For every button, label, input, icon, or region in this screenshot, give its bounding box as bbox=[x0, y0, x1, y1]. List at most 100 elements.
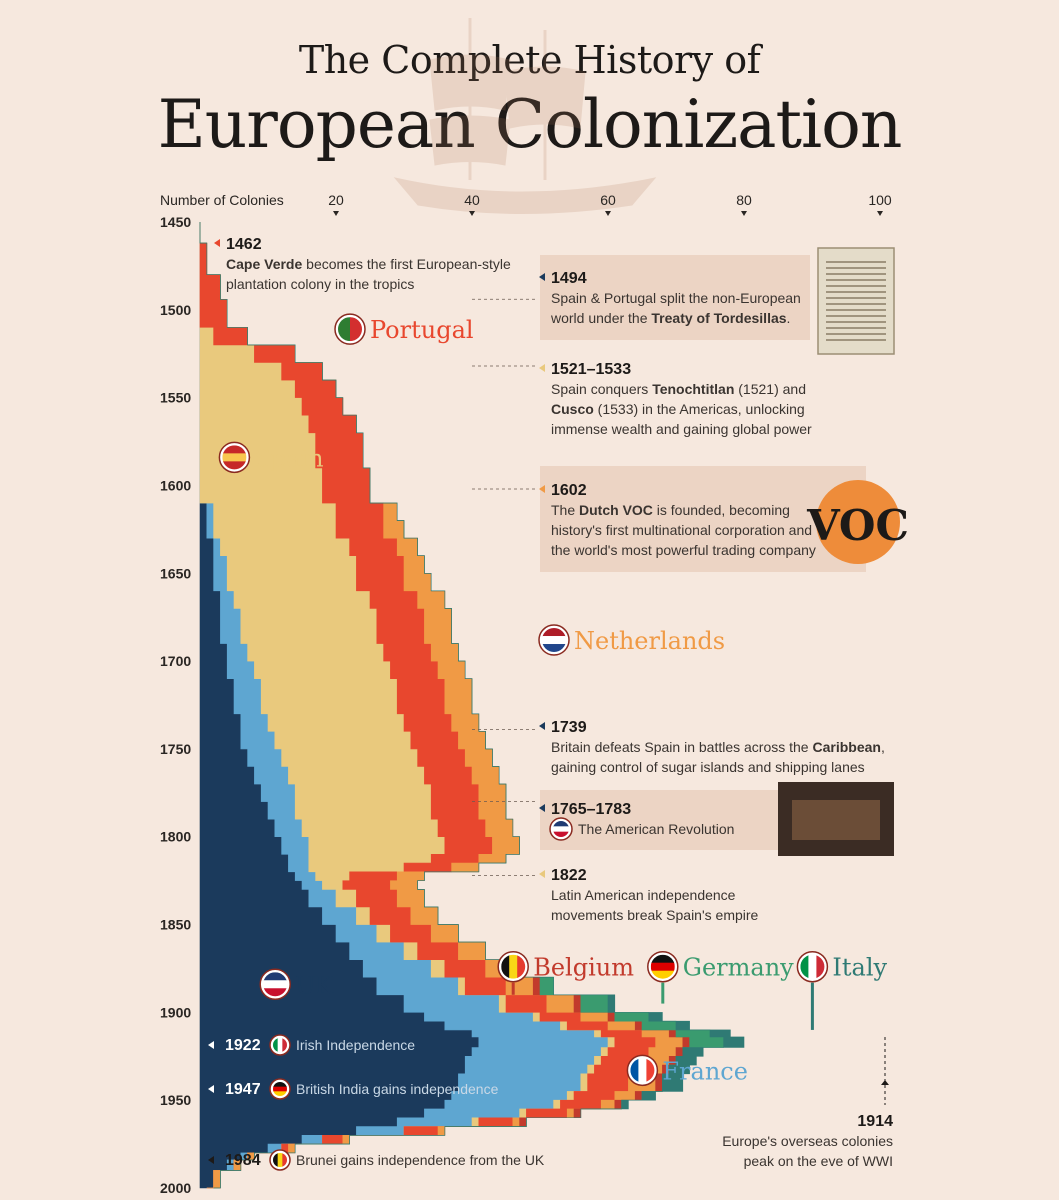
annotation-text: world under the Treaty of Tordesillas. bbox=[550, 310, 790, 326]
flag-band bbox=[501, 954, 510, 979]
annotation-box-1494 bbox=[540, 255, 810, 340]
series-label-portugal: Portugal bbox=[370, 316, 474, 344]
x-tick-marker bbox=[469, 211, 475, 216]
flag-band bbox=[263, 988, 288, 997]
flag-band bbox=[282, 1153, 287, 1167]
flag-band bbox=[222, 445, 247, 454]
annotation-text-span: Britain defeats Spain in battles across … bbox=[551, 739, 812, 755]
annotation-text-span: Cusco bbox=[551, 401, 594, 417]
flag-band bbox=[273, 1038, 279, 1052]
ship-sail bbox=[429, 54, 511, 111]
event-year: 1947 bbox=[225, 1081, 261, 1098]
flag-band bbox=[808, 954, 817, 979]
annotation-text-span: plantation colony in the tropics bbox=[226, 276, 414, 292]
annotation-text-span: (1521) and bbox=[734, 381, 806, 397]
annotation-text-span: the world's most powerful trading compan… bbox=[551, 542, 816, 558]
event-marker bbox=[208, 1041, 214, 1049]
flag-fill bbox=[273, 1038, 287, 1052]
flag-band bbox=[273, 1153, 279, 1167]
annotation-marker bbox=[539, 485, 545, 493]
flag-band bbox=[222, 453, 247, 462]
event-marker bbox=[208, 1085, 214, 1093]
annotation-year: 1822 bbox=[551, 867, 587, 884]
flag-fill bbox=[273, 1082, 287, 1096]
flag-band bbox=[277, 1038, 283, 1052]
flag-france-icon bbox=[626, 1054, 659, 1087]
flag-germany-icon bbox=[269, 1078, 291, 1100]
flag-fill bbox=[542, 628, 566, 653]
annotation-text: The Dutch VOC is founded, becoming bbox=[551, 502, 790, 518]
voc-logo-text: VOC bbox=[806, 501, 909, 550]
series-label-france: France bbox=[662, 1057, 748, 1085]
area-italy bbox=[199, 222, 745, 1189]
x-tick-label: 20 bbox=[328, 192, 344, 208]
x-tick-marker bbox=[877, 211, 883, 216]
annotation-text: gaining control of sugar islands and shi… bbox=[551, 759, 865, 775]
peak-year: 1914 bbox=[857, 1113, 893, 1130]
flag-band bbox=[800, 954, 809, 979]
annotation-year: 1521–1533 bbox=[551, 361, 631, 378]
flag-band bbox=[650, 962, 675, 972]
peak-text: Europe's overseas colonies bbox=[722, 1133, 893, 1149]
flag-band bbox=[553, 821, 569, 827]
flag-band bbox=[282, 1038, 287, 1052]
annotation-text: Spain conquers Tenochtitlan (1521) and bbox=[551, 381, 806, 397]
event-marker bbox=[208, 1156, 214, 1164]
x-tick-marker bbox=[741, 211, 747, 216]
flag-band bbox=[650, 970, 675, 979]
annotation-marker bbox=[539, 364, 545, 372]
annotation-text-span: . bbox=[787, 310, 791, 326]
annotation-text-span: history's first multinational corporatio… bbox=[551, 522, 812, 538]
flag-band bbox=[263, 972, 288, 981]
y-tick-label: 1950 bbox=[160, 1092, 191, 1108]
annotation-text-span: Spain & Portugal split the non-European bbox=[551, 290, 801, 306]
annotation-text-span: Dutch VOC bbox=[579, 502, 653, 518]
flag-band bbox=[277, 1153, 283, 1167]
flag-uk-icon bbox=[549, 817, 573, 841]
event-year: 1984 bbox=[225, 1152, 261, 1169]
annotation-year: 1462 bbox=[226, 236, 262, 253]
annotation-text-span: Caribbean bbox=[812, 739, 880, 755]
annotation-text-span: , bbox=[881, 739, 885, 755]
peak-marker bbox=[881, 1080, 889, 1085]
y-tick-label: 1600 bbox=[160, 477, 191, 493]
flag-band bbox=[638, 1058, 647, 1083]
flag-italy-icon bbox=[269, 1034, 291, 1056]
peak-text: peak on the eve of WWI bbox=[744, 1153, 893, 1169]
annotation-text-span: world under the bbox=[550, 310, 651, 326]
flag-band bbox=[553, 831, 569, 837]
series-label-italy: Italy bbox=[832, 954, 887, 982]
treaty-document-image bbox=[817, 247, 895, 355]
x-tick-label: 60 bbox=[600, 192, 616, 208]
flag-uk-icon bbox=[259, 968, 291, 1001]
annotation-box-1765 bbox=[540, 790, 780, 850]
annotation-text: immense wealth and gaining global power bbox=[551, 421, 812, 437]
y-tick-label: 1500 bbox=[160, 302, 191, 318]
annotation-text-span: Cape Verde bbox=[226, 256, 302, 272]
x-tick-label: 40 bbox=[464, 192, 480, 208]
annotation-text: Cape Verde becomes the first European-st… bbox=[226, 256, 511, 272]
flag-fill bbox=[650, 954, 675, 979]
x-tick-label: 80 bbox=[736, 192, 752, 208]
annotation-text-span: is founded, becoming bbox=[653, 502, 790, 518]
flag-band bbox=[650, 954, 675, 964]
series-label-belgium: Belgium bbox=[533, 954, 634, 982]
annotation-text: movements break Spain's empire bbox=[551, 907, 759, 923]
y-tick-label: 1900 bbox=[160, 1004, 191, 1020]
y-tick-label: 1850 bbox=[160, 917, 191, 933]
annotation-text-span: The American Revolution bbox=[578, 821, 734, 837]
flag-fill bbox=[553, 821, 569, 837]
annotation-text-span: (1533) in the Americas, unlocking bbox=[594, 401, 805, 417]
series-label-uk: UK bbox=[295, 971, 334, 999]
annotation-year: 1739 bbox=[551, 719, 587, 736]
flag-spain-icon bbox=[218, 441, 251, 474]
y-tick-label: 1800 bbox=[160, 829, 191, 845]
event-text: Irish Independence bbox=[296, 1037, 415, 1053]
flag-fill bbox=[222, 445, 247, 470]
flag-portugal-icon bbox=[334, 313, 366, 345]
flag-band bbox=[273, 1091, 287, 1096]
y-tick-label: 1650 bbox=[160, 565, 191, 581]
annotation-text: Britain defeats Spain in battles across … bbox=[551, 739, 885, 755]
x-tick-marker bbox=[605, 211, 611, 216]
event-text: Brunei gains independence from the UK bbox=[296, 1152, 545, 1168]
